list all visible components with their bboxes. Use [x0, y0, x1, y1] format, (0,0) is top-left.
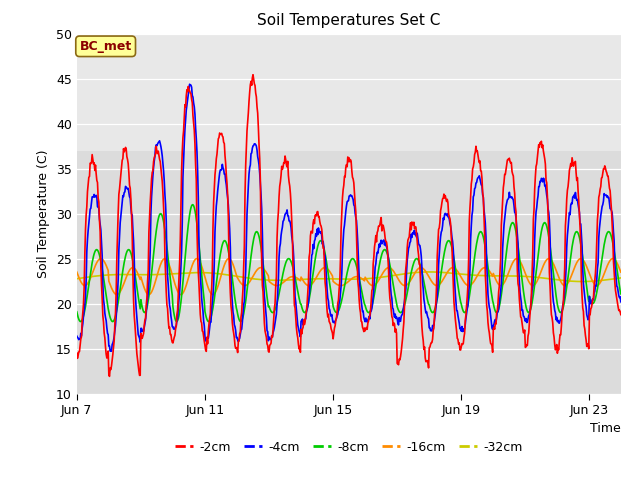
Text: BC_met: BC_met: [79, 40, 132, 53]
Bar: [77, 34, 621, 151]
Legend: -2cm, -4cm, -8cm, -16cm, -32cm: -2cm, -4cm, -8cm, -16cm, -32cm: [170, 436, 528, 459]
Text: Time: Time: [590, 422, 621, 435]
Title: Soil Temperatures Set C: Soil Temperatures Set C: [257, 13, 440, 28]
Y-axis label: Soil Temperature (C): Soil Temperature (C): [37, 149, 51, 278]
